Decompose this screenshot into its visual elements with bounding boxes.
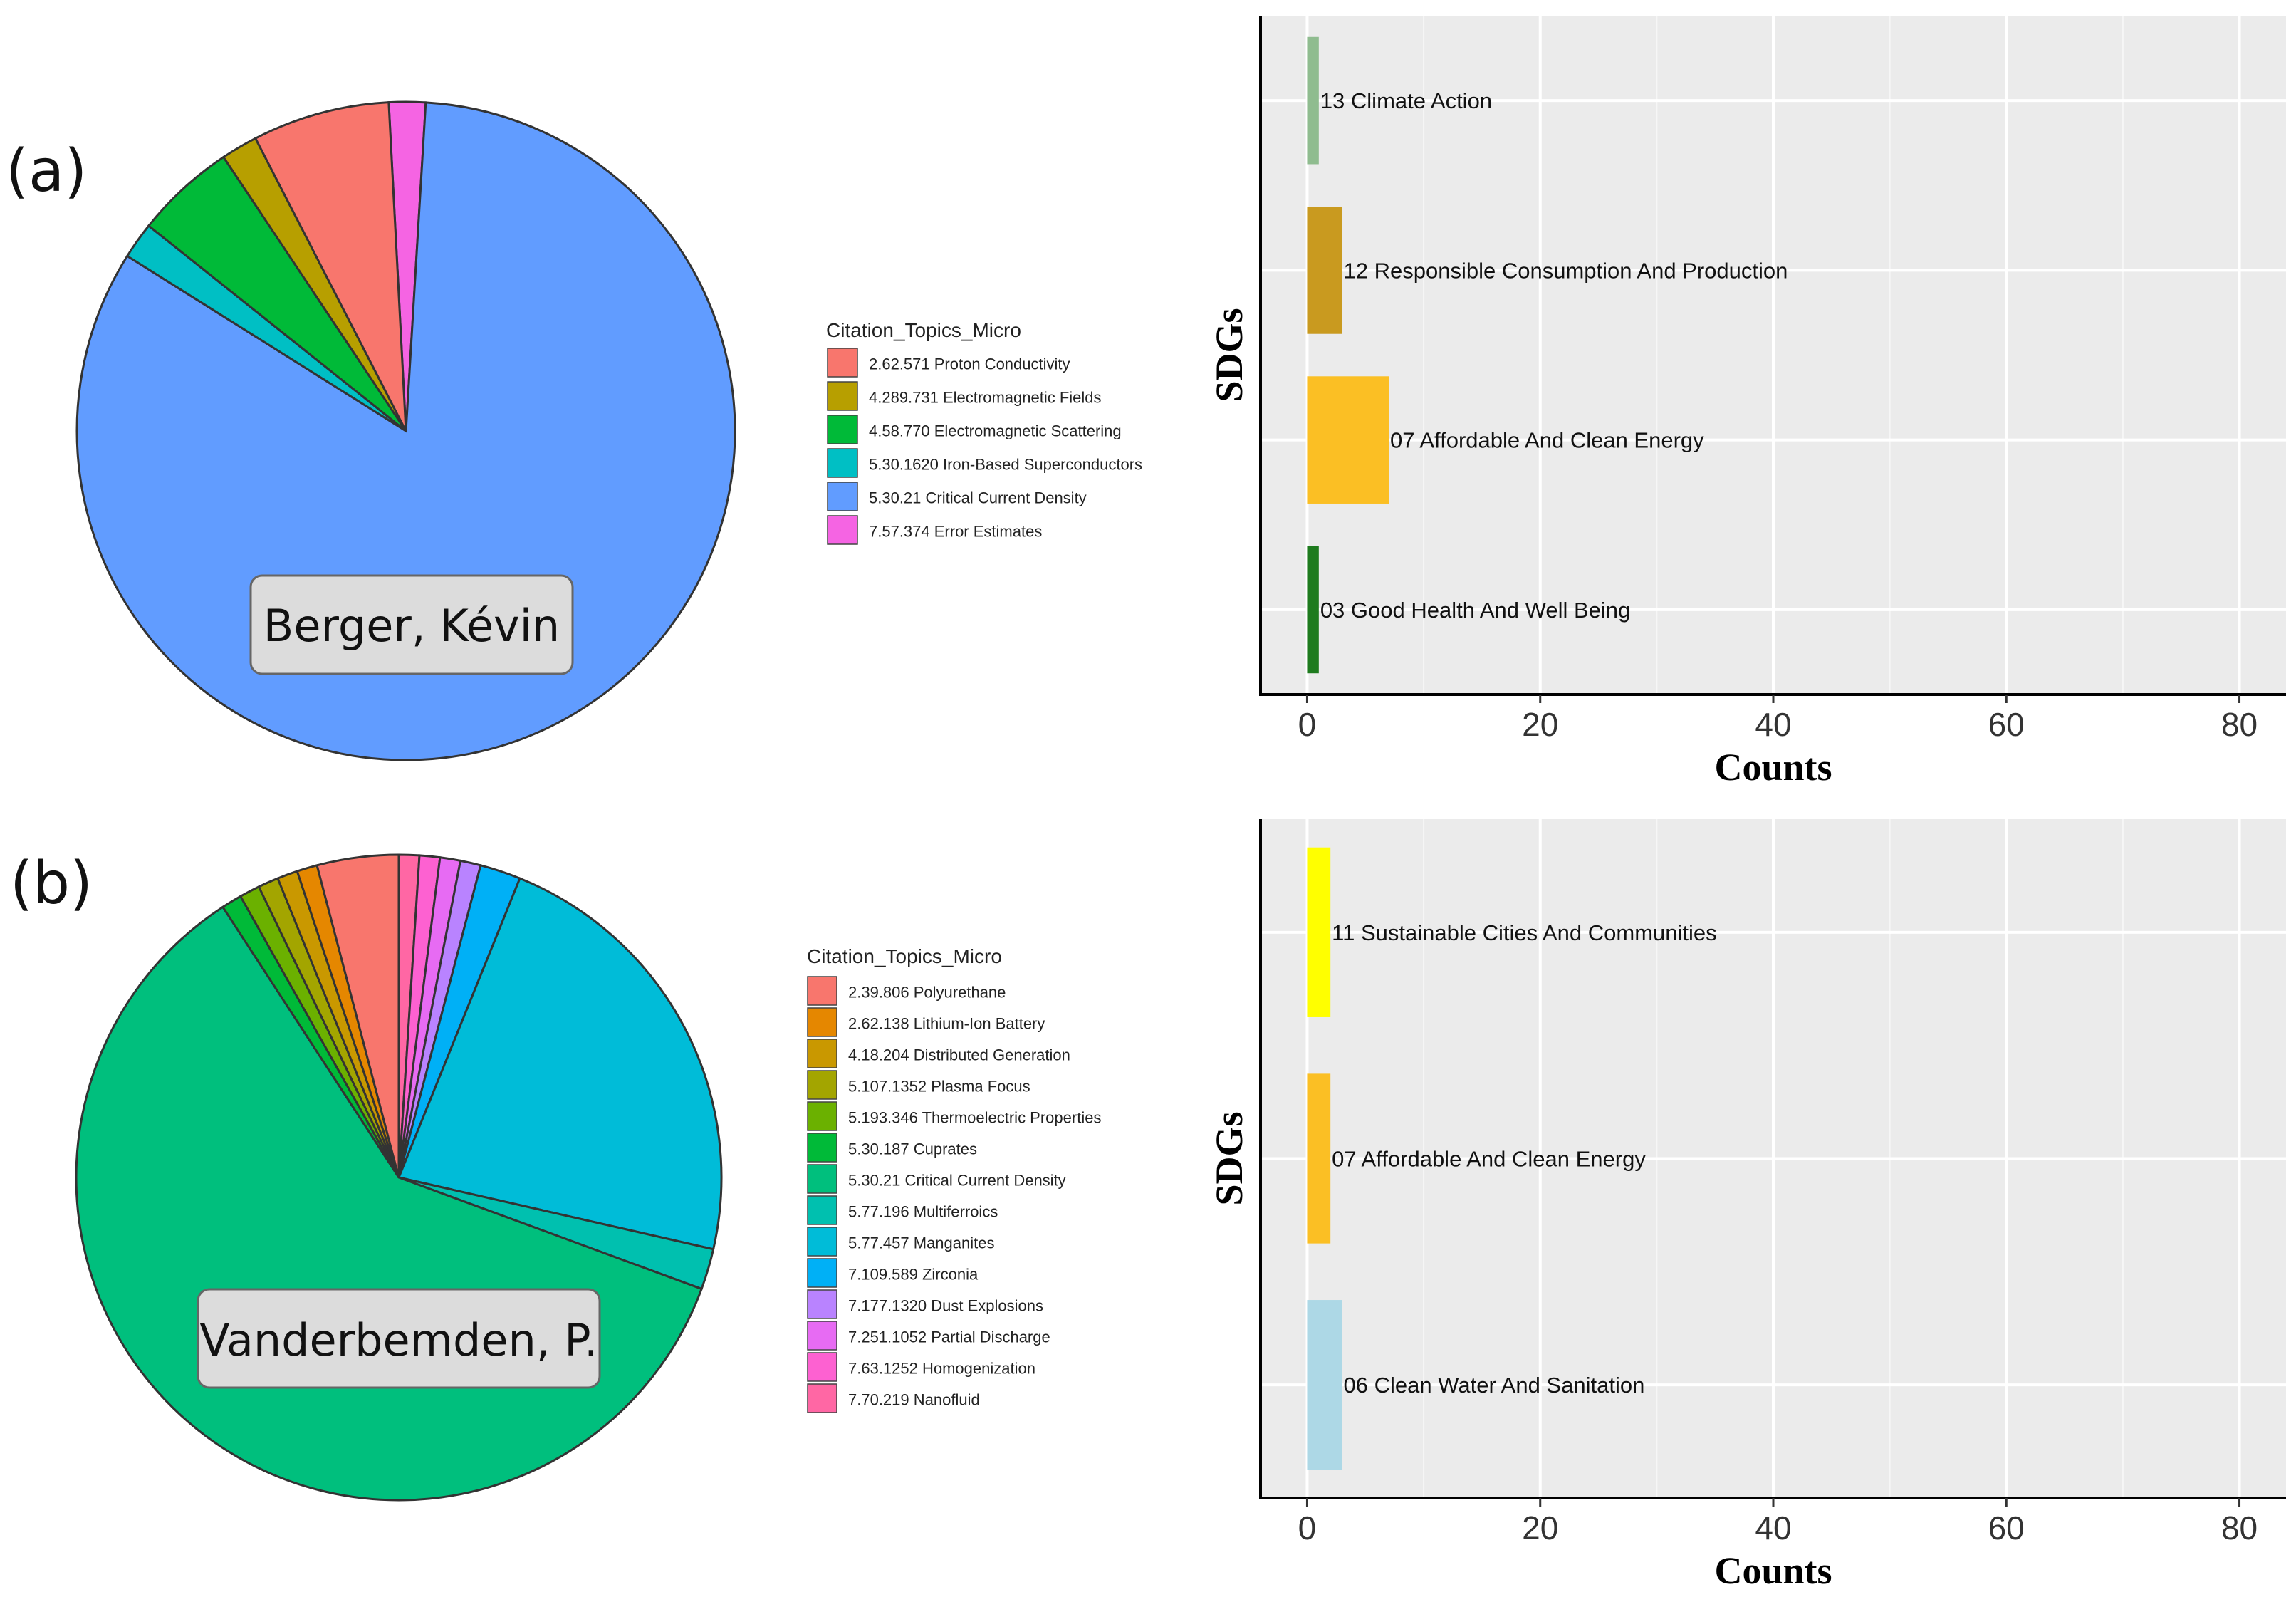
legend-b-label-0: 2.39.806 Polyurethane [848, 984, 1006, 1002]
legend-b-key-4 [807, 1101, 837, 1131]
legend-b-key-10 [807, 1289, 837, 1319]
bar-b-tick-label-0: 0 [1298, 1509, 1317, 1546]
legend-b-key-0 [807, 976, 837, 1006]
legend-b-label-6: 5.30.21 Critical Current Density [848, 1172, 1066, 1190]
legend-b-key-9 [807, 1258, 837, 1288]
legend-a-key-0 [827, 348, 858, 378]
bar-a-tick-label-60: 60 [1988, 706, 2025, 743]
bar-a-tick-label-20: 20 [1522, 706, 1558, 743]
legend-a-label-1: 4.289.731 Electromagnetic Fields [869, 389, 1102, 407]
legend-b-key-3 [807, 1070, 837, 1100]
legend-b-label-8: 5.77.457 Manganites [848, 1234, 995, 1252]
bar-a-y-title: SDGs [1208, 308, 1251, 402]
bar-a-bar-label-1: 07 Affordable And Clean Energy [1390, 428, 1704, 453]
author-badge-a: Berger, Kévin [249, 574, 574, 675]
legend-a-label-5: 7.57.374 Error Estimates [869, 523, 1042, 541]
legend-b-label-12: 7.63.1252 Homogenization [848, 1360, 1035, 1378]
legend-b-key-1 [807, 1007, 837, 1037]
bar-b-bar-2 [1307, 847, 1331, 1017]
bar-a-bar-3 [1307, 36, 1319, 165]
bar-b-bar-label-0: 06 Clean Water And Sanitation [1344, 1373, 1645, 1398]
legend-b-key-7 [807, 1195, 837, 1225]
legend-b-label-7: 5.77.196 Multiferroics [848, 1203, 998, 1221]
legend-a-label-4: 5.30.21 Critical Current Density [869, 489, 1087, 507]
legend-title-b: Citation_Topics_Micro [807, 945, 1002, 967]
legend-a-key-1 [827, 381, 858, 411]
legend-b-label-11: 7.251.1052 Partial Discharge [848, 1328, 1050, 1346]
legend-b-label-10: 7.177.1320 Dust Explosions [848, 1297, 1043, 1315]
panel-label-a: (a) [6, 137, 87, 205]
bar-a-bar-label-0: 03 Good Health And Well Being [1320, 598, 1630, 623]
legend-b-label-1: 2.62.138 Lithium-Ion Battery [848, 1015, 1045, 1033]
legend-a-label-2: 4.58.770 Electromagnetic Scattering [869, 422, 1122, 440]
legend-b-key-8 [807, 1227, 837, 1257]
legend-b-label-5: 5.30.187 Cuprates [848, 1140, 977, 1158]
bar-a-bar-label-2: 12 Responsible Consumption And Productio… [1344, 258, 1788, 283]
bar-b-y-title: SDGs [1208, 1111, 1251, 1205]
bar-b-bar-0 [1307, 1300, 1342, 1470]
legend-b-label-3: 5.107.1352 Plasma Focus [848, 1078, 1030, 1096]
legend-a-key-5 [827, 515, 858, 545]
bar-b-bar-label-2: 11 Sustainable Cities And Communities [1332, 920, 1716, 945]
bar-b-bar-1 [1307, 1073, 1331, 1244]
pie-a-slice-5 [254, 101, 407, 432]
panel-label-b: (b) [10, 850, 93, 917]
bar-b-bar-label-1: 07 Affordable And Clean Energy [1332, 1147, 1646, 1172]
bar-b-tick-label-80: 80 [2221, 1509, 2258, 1546]
author-name-b: Vanderbemden, P. [199, 1314, 598, 1366]
legend-a-key-3 [827, 448, 858, 478]
legend-a-key-4 [827, 482, 858, 511]
legend-b-key-5 [807, 1133, 837, 1163]
pie-chart-b [75, 853, 723, 1502]
bar-b-tick-label-40: 40 [1755, 1509, 1791, 1546]
bar-a-tick-label-0: 0 [1298, 706, 1317, 743]
legend-b: Citation_Topics_Micro 2.39.806 Polyureth… [807, 945, 1101, 1413]
bar-a-bar-0 [1307, 546, 1319, 674]
bar-b-tick-label-60: 60 [1988, 1509, 2025, 1546]
legend-title-a: Citation_Topics_Micro [826, 319, 1021, 341]
pie-b-slice-13 [315, 853, 400, 1178]
legend-a-label-3: 5.30.1620 Iron-Based Superconductors [869, 456, 1142, 474]
bar-a-bar-1 [1307, 376, 1389, 504]
bar-a-bar-label-3: 13 Climate Action [1320, 88, 1492, 113]
bar-b-x-title: Counts [1714, 1549, 1832, 1592]
bar-a-bar-2 [1307, 207, 1342, 334]
bar-b-tick-label-20: 20 [1522, 1509, 1558, 1546]
legend-b-key-2 [807, 1039, 837, 1068]
legend-b-label-9: 7.109.589 Zirconia [848, 1266, 979, 1284]
legend-b-key-12 [807, 1352, 837, 1382]
bar-a-x-title: Counts [1714, 746, 1832, 789]
bar-a-tick-label-40: 40 [1755, 706, 1791, 743]
author-badge-b: Vanderbemden, P. [197, 1288, 601, 1389]
author-name-a: Berger, Kévin [263, 600, 560, 652]
pie-b-slice-5 [397, 877, 723, 1251]
legend-b-label-4: 5.193.346 Thermoelectric Properties [848, 1109, 1101, 1127]
bar-chart-b: 06 Clean Water And Sanitation 07 Affordab… [1208, 819, 2286, 1592]
legend-b-key-11 [807, 1321, 837, 1351]
legend-a-key-2 [827, 415, 858, 444]
legend-a: Citation_Topics_Micro 2.62.571 Proton Co… [826, 319, 1142, 545]
bar-a-tick-label-80: 80 [2221, 706, 2258, 743]
legend-b-key-13 [807, 1383, 837, 1413]
legend-a-label-0: 2.62.571 Proton Conductivity [869, 355, 1070, 373]
bar-chart-a: 03 Good Health And Well Being 07 Affordab… [1208, 16, 2286, 789]
legend-b-label-13: 7.70.219 Nanofluid [848, 1391, 980, 1409]
legend-b-key-6 [807, 1164, 837, 1194]
legend-b-label-2: 4.18.204 Distributed Generation [848, 1046, 1070, 1064]
